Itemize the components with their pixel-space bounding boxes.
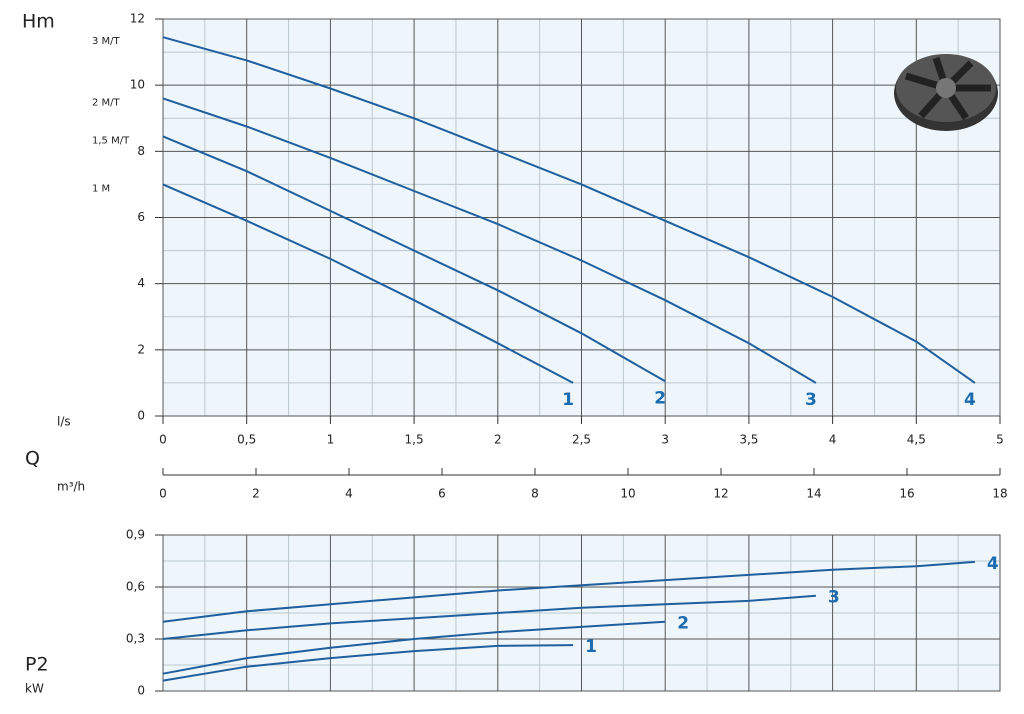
x-axis-title: Q: [25, 448, 40, 470]
x2-tick-label: 10: [620, 487, 635, 501]
model-label: 3 M/T: [92, 36, 121, 47]
x-tick-label: 0: [159, 433, 167, 447]
x2-tick-label: 8: [531, 487, 539, 501]
impeller-icon: [894, 54, 998, 131]
x2-tick-label: 2: [252, 487, 260, 501]
curve: [162, 560, 975, 623]
curve-label: 2: [677, 614, 689, 634]
x-tick-label: 3,5: [739, 433, 758, 447]
curve: [162, 620, 666, 675]
curve: [162, 644, 574, 682]
x-tick-label: 4: [829, 433, 837, 447]
x-axis-label: l/s: [57, 415, 71, 429]
curve-label: 3: [805, 390, 817, 410]
curve-label: 1: [562, 390, 574, 410]
curve: [162, 594, 816, 640]
x-tick-label: 5: [996, 433, 1004, 447]
x2-tick-label: 16: [899, 487, 914, 501]
y-tick-label: 8: [137, 144, 145, 158]
y-tick-label: 12: [130, 12, 145, 26]
y-tick-label: 0,3: [126, 632, 145, 646]
y-tick-label: 4: [137, 276, 145, 290]
model-label: 2 M/T: [92, 97, 121, 108]
x-tick-label: 1,5: [405, 433, 424, 447]
curve: [162, 97, 817, 384]
curve-label: 2: [654, 388, 666, 408]
curve: [162, 36, 976, 384]
model-label: 1 M: [92, 183, 110, 194]
x-tick-label: 2,5: [572, 433, 591, 447]
x2-tick-label: 4: [345, 487, 353, 501]
x2-tick-label: 6: [438, 487, 446, 501]
y-tick-label: 0,6: [126, 580, 145, 594]
x2-tick-label: 14: [806, 487, 821, 501]
curve-label: 4: [964, 390, 976, 410]
x-tick-label: 3: [661, 433, 669, 447]
curve-label: 4: [987, 554, 999, 574]
y-tick-label: 0: [137, 409, 145, 423]
y-tick-label: 6: [137, 210, 145, 224]
curve: [162, 183, 574, 384]
x-tick-label: 0,5: [237, 433, 256, 447]
y-tick-label: 2: [137, 342, 145, 356]
x2-tick-label: 18: [992, 487, 1007, 501]
curve-label: 3: [828, 588, 840, 608]
x2-axis-label: m³/h: [57, 480, 85, 494]
x-tick-label: 2: [494, 433, 502, 447]
model-label: 1,5 M/T: [92, 135, 130, 146]
y-tick-label: 0,9: [126, 528, 145, 542]
curve-label: 1: [585, 637, 597, 657]
y-axis-label: Hm: [22, 11, 55, 33]
x-tick-label: 4,5: [907, 433, 926, 447]
x2-tick-label: 12: [713, 487, 728, 501]
y-axis-unit: kW: [25, 682, 44, 696]
y-tick-label: 0: [137, 684, 145, 698]
x-tick-label: 1: [327, 433, 335, 447]
x2-tick-label: 0: [159, 487, 167, 501]
y-tick-label: 10: [130, 78, 145, 92]
curve: [162, 135, 666, 383]
y-axis-label: P2: [25, 654, 49, 676]
